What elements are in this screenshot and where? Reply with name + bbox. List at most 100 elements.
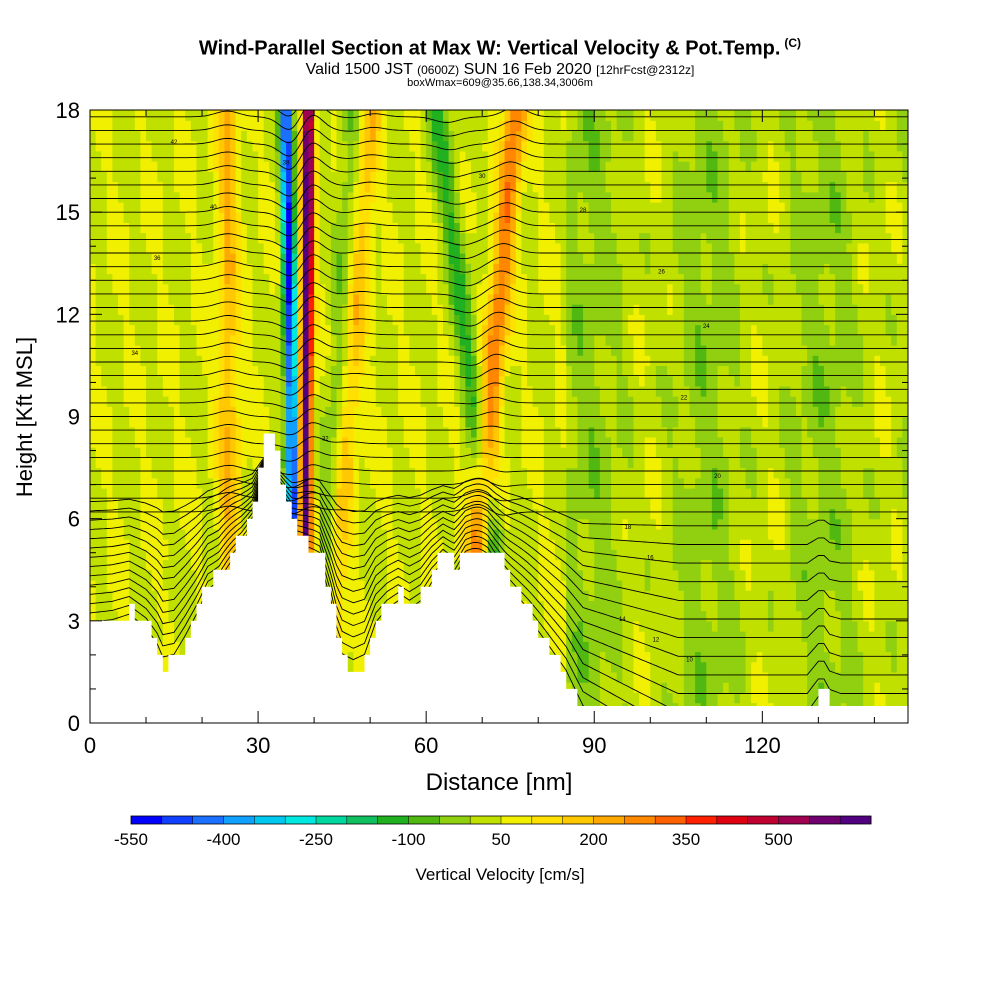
velocity-cell bbox=[566, 375, 573, 387]
velocity-cell bbox=[358, 385, 366, 397]
velocity-cell bbox=[773, 467, 780, 479]
velocity-cell bbox=[196, 436, 203, 448]
velocity-cell bbox=[773, 385, 780, 397]
velocity-cell bbox=[773, 436, 780, 448]
velocity-cell bbox=[448, 416, 455, 428]
velocity-cell bbox=[269, 385, 276, 397]
velocity-cell bbox=[728, 385, 735, 397]
velocity-cell bbox=[241, 396, 248, 407]
velocity-cell bbox=[325, 457, 332, 469]
velocity-cell bbox=[274, 416, 282, 428]
velocity-cell bbox=[622, 569, 629, 581]
velocity-cell bbox=[207, 365, 214, 377]
velocity-cell bbox=[784, 426, 791, 438]
velocity-cell bbox=[448, 477, 455, 489]
velocity-cell bbox=[302, 396, 310, 407]
velocity-cell bbox=[711, 682, 719, 693]
velocity-cell bbox=[835, 641, 842, 653]
velocity-cell bbox=[661, 569, 668, 581]
velocity-cell bbox=[818, 651, 825, 663]
velocity-cell bbox=[734, 692, 741, 704]
velocity-cell bbox=[711, 436, 719, 448]
velocity-cell bbox=[538, 600, 545, 612]
velocity-cell bbox=[790, 375, 797, 387]
velocity-cell bbox=[95, 579, 102, 591]
velocity-cell bbox=[106, 426, 114, 438]
velocity-cell bbox=[358, 508, 366, 520]
velocity-cell bbox=[622, 610, 629, 622]
velocity-cell bbox=[90, 447, 97, 458]
velocity-cell bbox=[885, 508, 892, 520]
velocity-cell bbox=[280, 467, 287, 479]
velocity-cell bbox=[370, 426, 377, 438]
velocity-cell bbox=[678, 528, 685, 540]
velocity-cell bbox=[801, 600, 808, 612]
velocity-cell bbox=[857, 518, 864, 530]
velocity-cell bbox=[644, 518, 651, 530]
velocity-cell bbox=[538, 385, 545, 397]
velocity-cell bbox=[874, 559, 881, 571]
velocity-cell bbox=[835, 549, 842, 561]
velocity-cell bbox=[151, 365, 158, 377]
velocity-cell bbox=[835, 569, 842, 581]
velocity-cell bbox=[588, 406, 595, 418]
velocity-cell bbox=[207, 416, 214, 428]
velocity-cell bbox=[835, 651, 842, 663]
velocity-cell bbox=[616, 549, 623, 561]
velocity-cell bbox=[622, 682, 629, 693]
velocity-cell bbox=[599, 488, 607, 499]
velocity-cell bbox=[118, 396, 125, 407]
velocity-cell bbox=[90, 528, 97, 540]
velocity-cell bbox=[857, 436, 864, 448]
velocity-cell bbox=[896, 375, 903, 387]
velocity-cell bbox=[162, 539, 170, 550]
velocity-cell bbox=[611, 631, 618, 642]
velocity-cell bbox=[695, 457, 702, 469]
velocity-cell bbox=[801, 590, 808, 601]
velocity-cell bbox=[683, 396, 691, 407]
velocity-cell bbox=[616, 396, 623, 407]
velocity-cell bbox=[146, 426, 153, 438]
velocity-cell bbox=[829, 488, 836, 499]
velocity-cell bbox=[683, 631, 691, 642]
velocity-cell bbox=[902, 467, 908, 479]
velocity-cell bbox=[706, 396, 713, 407]
velocity-cell bbox=[868, 518, 875, 530]
velocity-cell bbox=[639, 590, 646, 601]
velocity-cell bbox=[672, 518, 679, 530]
velocity-cell bbox=[431, 518, 438, 530]
velocity-cell bbox=[622, 488, 629, 499]
velocity-cell bbox=[683, 457, 691, 469]
velocity-cell bbox=[577, 549, 584, 561]
velocity-cell bbox=[678, 661, 685, 673]
velocity-cell bbox=[398, 498, 405, 510]
velocity-cell bbox=[162, 477, 170, 489]
velocity-cell bbox=[174, 631, 181, 642]
velocity-cell bbox=[672, 610, 679, 622]
velocity-cell bbox=[823, 651, 831, 663]
velocity-cell bbox=[330, 447, 338, 458]
velocity-cell bbox=[863, 610, 870, 622]
velocity-cell bbox=[235, 508, 242, 520]
velocity-cell bbox=[409, 569, 416, 581]
velocity-cell bbox=[297, 396, 304, 407]
velocity-cell bbox=[784, 467, 791, 479]
velocity-cell bbox=[370, 549, 377, 561]
velocity-cell bbox=[885, 610, 892, 622]
velocity-cell bbox=[762, 488, 769, 499]
velocity-cell bbox=[118, 416, 125, 428]
velocity-cell bbox=[756, 457, 763, 469]
velocity-cell bbox=[95, 447, 102, 458]
velocity-cell bbox=[857, 651, 864, 663]
velocity-cell bbox=[213, 549, 220, 561]
velocity-cell bbox=[784, 671, 791, 683]
velocity-cell bbox=[896, 488, 903, 499]
velocity-cell bbox=[112, 436, 119, 448]
velocity-cell bbox=[807, 375, 814, 387]
velocity-cell bbox=[437, 447, 444, 458]
velocity-cell bbox=[700, 590, 707, 601]
velocity-cell bbox=[689, 457, 696, 469]
velocity-cell bbox=[235, 498, 242, 510]
velocity-cell bbox=[168, 477, 175, 489]
velocity-cell bbox=[846, 498, 853, 510]
